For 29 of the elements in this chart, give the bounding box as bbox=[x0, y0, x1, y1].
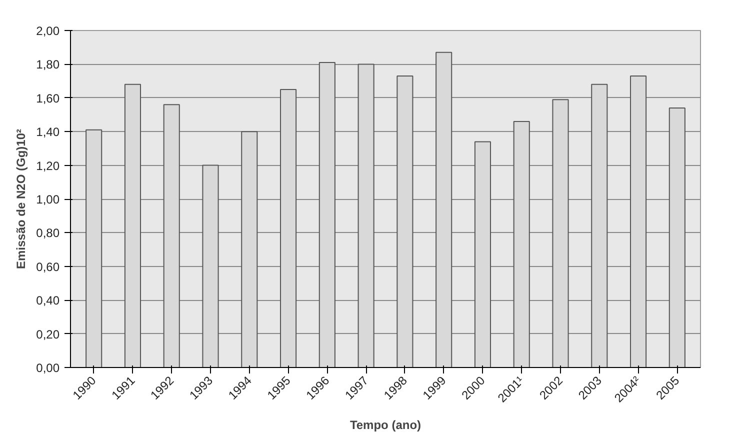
bar bbox=[591, 84, 608, 368]
y-tick-label: 0,00 bbox=[36, 361, 60, 375]
y-tick-label: 1,80 bbox=[36, 58, 60, 72]
y-tick-label: 1,20 bbox=[36, 158, 60, 173]
y-tick-label: 0,40 bbox=[36, 294, 60, 308]
bar bbox=[630, 75, 647, 368]
bar bbox=[552, 99, 569, 368]
bar bbox=[318, 62, 336, 368]
bar bbox=[668, 108, 686, 368]
bar bbox=[202, 164, 219, 368]
y-tick-label: 1,40 bbox=[36, 125, 60, 140]
bar bbox=[436, 52, 452, 368]
y-tick-label: 0,20 bbox=[36, 327, 60, 342]
bar bbox=[124, 84, 141, 368]
bar bbox=[474, 141, 491, 368]
bar bbox=[86, 129, 102, 368]
bar bbox=[241, 131, 258, 368]
y-axis-title: Emissão de N2O (Gg)10² bbox=[14, 128, 28, 270]
bar bbox=[513, 120, 530, 368]
y-tick-label: 0,80 bbox=[36, 226, 60, 240]
bar bbox=[396, 75, 414, 368]
bar bbox=[280, 88, 297, 368]
bar bbox=[358, 64, 374, 368]
y-tick-label: 1,00 bbox=[36, 192, 60, 206]
y-tick-label: 1,60 bbox=[36, 91, 60, 106]
y-tick-label: 0,60 bbox=[36, 260, 60, 274]
bar bbox=[163, 104, 180, 368]
y-tick-label: 2,00 bbox=[36, 24, 60, 38]
x-axis-title: Tempo (ano) bbox=[350, 418, 422, 432]
